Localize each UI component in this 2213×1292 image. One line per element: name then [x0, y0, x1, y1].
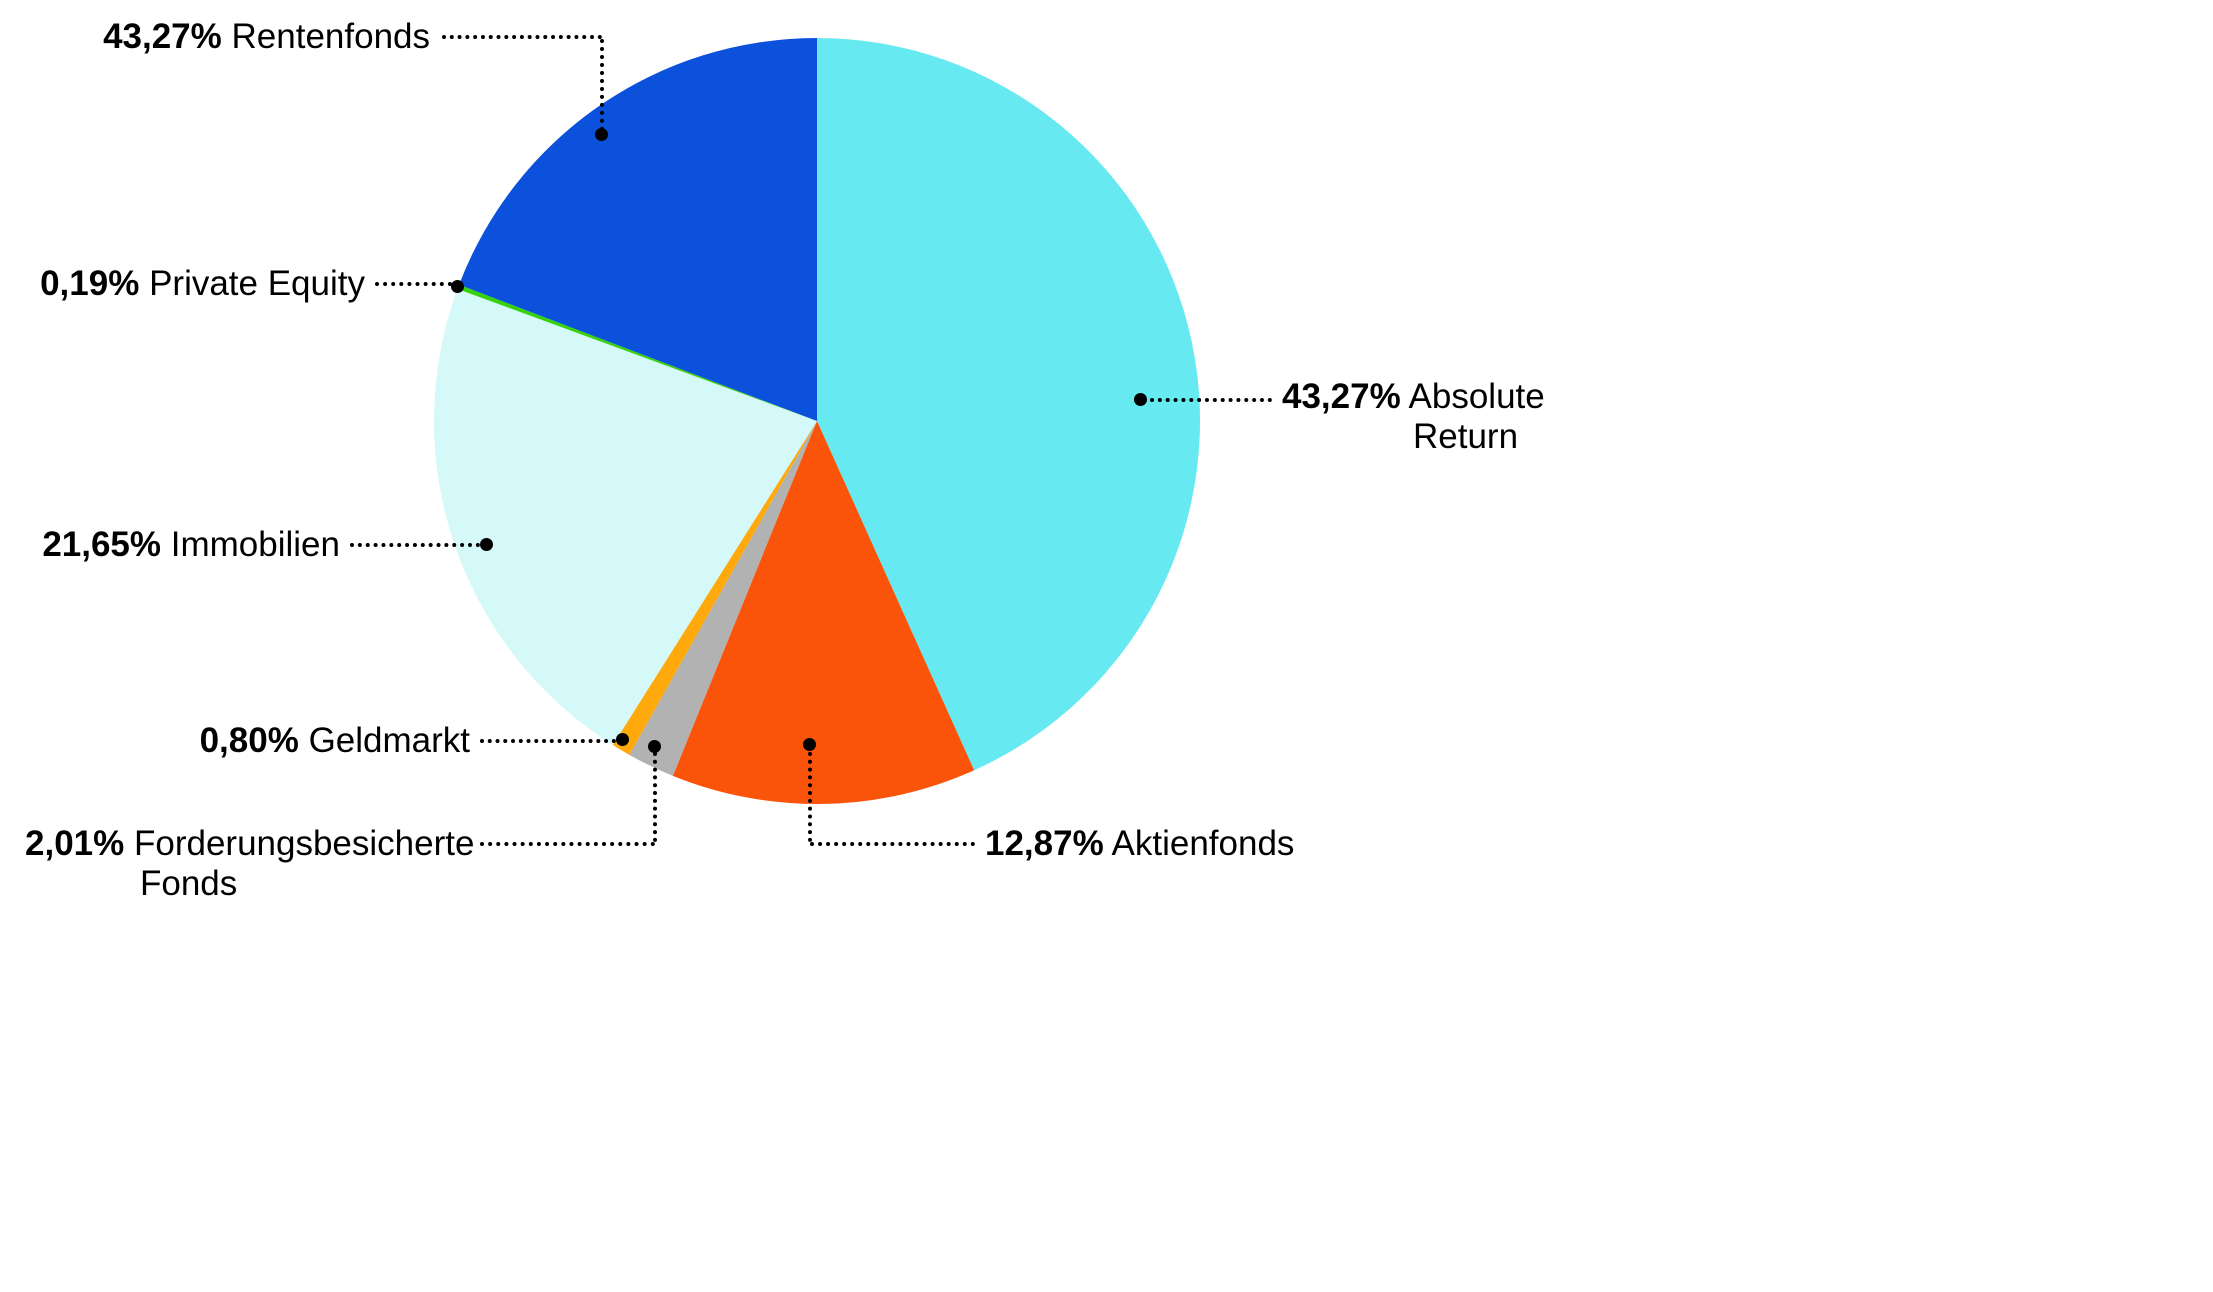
leader-rentenfonds-h	[442, 35, 602, 39]
label-aktienfonds: 12,87% Aktienfonds	[985, 824, 1294, 864]
label-immobilien-name: Immobilien	[170, 525, 340, 564]
label-absolute-return: 43,27% Absolute Return	[1282, 377, 1545, 457]
anchor-dot-absolute-return	[1134, 393, 1147, 406]
anchor-dot-private-equity	[451, 280, 464, 293]
label-geldmarkt: 0,80% Geldmarkt	[200, 721, 470, 761]
leader-aktienfonds-v	[808, 752, 812, 842]
label-absolute-return-pct: 43,27%	[1282, 377, 1401, 416]
label-private-equity-pct: 0,19%	[40, 264, 140, 303]
anchor-dot-rentenfonds	[595, 128, 608, 141]
label-absolute-return-name-line2: Return	[1413, 417, 1519, 456]
pie-slice-private-equity	[457, 284, 817, 421]
pie-slice-forderungsbesicherte-fonds	[629, 421, 817, 776]
leader-forderungsbesicherte-v	[653, 752, 657, 842]
leader-rentenfonds-v	[600, 39, 604, 131]
leader-immobilien-h	[350, 543, 480, 547]
label-forderungsbesicherte-name-line2: Fonds	[140, 864, 238, 903]
leader-aktienfonds-h	[810, 842, 975, 846]
leader-private-equity-h	[375, 282, 452, 286]
label-immobilien: 21,65% Immobilien	[42, 525, 340, 565]
label-private-equity: 0,19% Private Equity	[40, 264, 365, 304]
pie-slice-rentenfonds	[459, 38, 817, 421]
label-geldmarkt-pct: 0,80%	[199, 721, 299, 760]
label-rentenfonds-pct: 43,27%	[103, 17, 222, 56]
label-forderungsbesicherte-pct: 2,01%	[25, 824, 125, 863]
label-forderungsbesicherte-name-line1: Forderungsbesicherte	[133, 824, 475, 863]
pie-slice-aktienfonds	[672, 421, 975, 805]
pie-slice-immobilien	[433, 289, 817, 746]
anchor-dot-immobilien	[480, 538, 493, 551]
label-absolute-return-name-line1: Absolute	[1408, 377, 1545, 416]
label-immobilien-pct: 21,65%	[42, 525, 162, 564]
label-forderungsbesicherte-fonds: 2,01% Forderungsbesicherte Fonds	[25, 824, 474, 904]
pie-slice-absolute-return	[817, 38, 1201, 771]
label-geldmarkt-name: Geldmarkt	[308, 721, 470, 760]
label-private-equity-name: Private Equity	[149, 264, 365, 303]
pie-slice-geldmarkt	[612, 421, 817, 755]
label-aktienfonds-name: Aktienfonds	[1111, 824, 1295, 863]
label-rentenfonds-name: Rentenfonds	[231, 17, 430, 56]
anchor-dot-forderungsbesicherte	[648, 740, 661, 753]
leader-absolute-return-h	[1150, 398, 1272, 402]
leader-forderungsbesicherte-h	[480, 842, 655, 846]
leader-geldmarkt-h	[480, 739, 616, 743]
anchor-dot-aktienfonds	[803, 738, 816, 751]
label-rentenfonds: 43,27% Rentenfonds	[103, 17, 430, 57]
label-aktienfonds-pct: 12,87%	[985, 824, 1104, 863]
anchor-dot-geldmarkt	[616, 733, 629, 746]
